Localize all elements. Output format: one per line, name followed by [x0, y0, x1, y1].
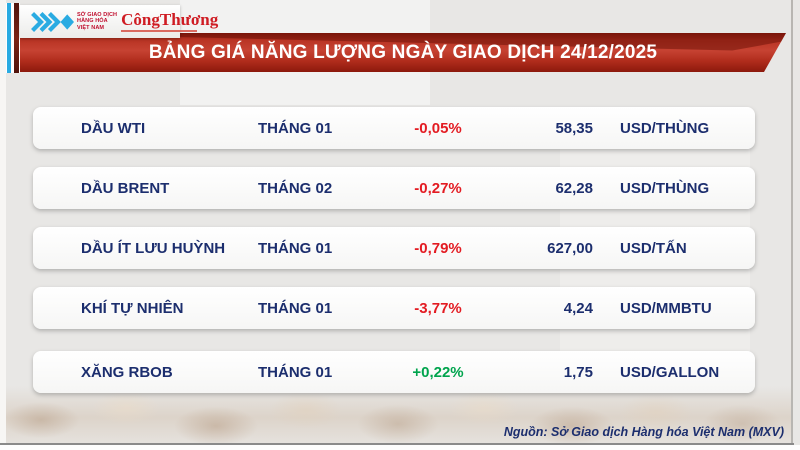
congthuong-tagline-rule [121, 30, 198, 32]
footer-source: Nguồn: Sở Giao dịch Hàng hóa Việt Nam (M… [503, 425, 784, 439]
table-row: DẦU WTI THÁNG 01 -0,05% 58,35 USD/THÙNG [33, 107, 755, 149]
price-table: DẦU WTI THÁNG 01 -0,05% 58,35 USD/THÙNG … [33, 107, 755, 393]
commodity-name: DẦU WTI [81, 119, 146, 137]
congthuong-logo: CôngThương [117, 11, 218, 32]
commodity-name: KHÍ TỰ NHIÊN [81, 299, 184, 317]
price-unit: USD/GALLON [620, 363, 720, 381]
table-row: KHÍ TỰ NHIÊN THÁNG 01 -3,77% 4,24 USD/MM… [33, 287, 755, 329]
contract-month: THÁNG 01 [258, 239, 333, 257]
contract-month: THÁNG 01 [258, 119, 333, 137]
price-value: 627,00 [547, 239, 593, 257]
contract-month: THÁNG 01 [258, 299, 333, 317]
commodity-name: DẦU BRENT [81, 179, 170, 197]
mxv-org-line-3: VIỆT NAM [77, 24, 105, 31]
price-unit: USD/THÙNG [620, 119, 710, 137]
page-title: BẢNG GIÁ NĂNG LƯỢNG NGÀY GIAO DỊCH 24/12… [148, 42, 658, 63]
header-logos: SỞ GIAO DỊCH HÀNG HÓA VIỆT NAM CôngThươn… [20, 5, 218, 38]
commodity-name: DẦU ÍT LƯU HUỲNH [81, 239, 226, 257]
price-value: 1,75 [563, 363, 593, 381]
background-coffee-beans-image [6, 386, 792, 443]
table-row: DẦU ÍT LƯU HUỲNH THÁNG 01 -0,79% 627,00 … [33, 227, 755, 269]
contract-month: THÁNG 01 [258, 363, 333, 381]
mxv-org-line-2: HÀNG HÓA [77, 18, 108, 25]
background-left-strip [0, 0, 6, 444]
price-value: 62,28 [555, 179, 593, 197]
price-unit: USD/MMBTU [620, 299, 712, 317]
title-bar: BẢNG GIÁ NĂNG LƯỢNG NGÀY GIAO DỊCH 24/12… [20, 33, 786, 72]
mxv-chevron-diamond-icon [31, 11, 74, 32]
contract-month: THÁNG 02 [258, 179, 333, 197]
table-row: XĂNG RBOB THÁNG 01 +0,22% 1,75 USD/GALLO… [33, 351, 755, 393]
right-border-line [791, 0, 793, 443]
table-row: DẦU BRENT THÁNG 02 -0,27% 62,28 USD/THÙN… [33, 167, 755, 209]
percent-change: -3,77% [414, 299, 462, 317]
price-unit: USD/THÙNG [620, 179, 710, 197]
price-unit: USD/TẤN [620, 239, 687, 257]
price-value: 4,24 [563, 299, 593, 317]
congthuong-wordmark: CôngThương [121, 10, 219, 29]
bottom-margin [0, 445, 800, 450]
blue-accent-stripe [7, 3, 11, 73]
commodity-name: XĂNG RBOB [81, 363, 173, 381]
percent-change: -0,05% [414, 119, 462, 137]
bottom-divider-line [0, 443, 794, 445]
price-value: 58,35 [555, 119, 593, 137]
percent-change: -0,79% [414, 239, 462, 257]
mxv-org-line-1: SỞ GIAO DỊCH [77, 11, 118, 18]
percent-change: -0,27% [414, 179, 462, 197]
percent-change: +0,22% [412, 363, 464, 381]
maroon-accent-stripe [14, 3, 19, 73]
mxv-org-name: SỞ GIAO DỊCH HÀNG HÓA VIỆT NAM [77, 12, 117, 32]
